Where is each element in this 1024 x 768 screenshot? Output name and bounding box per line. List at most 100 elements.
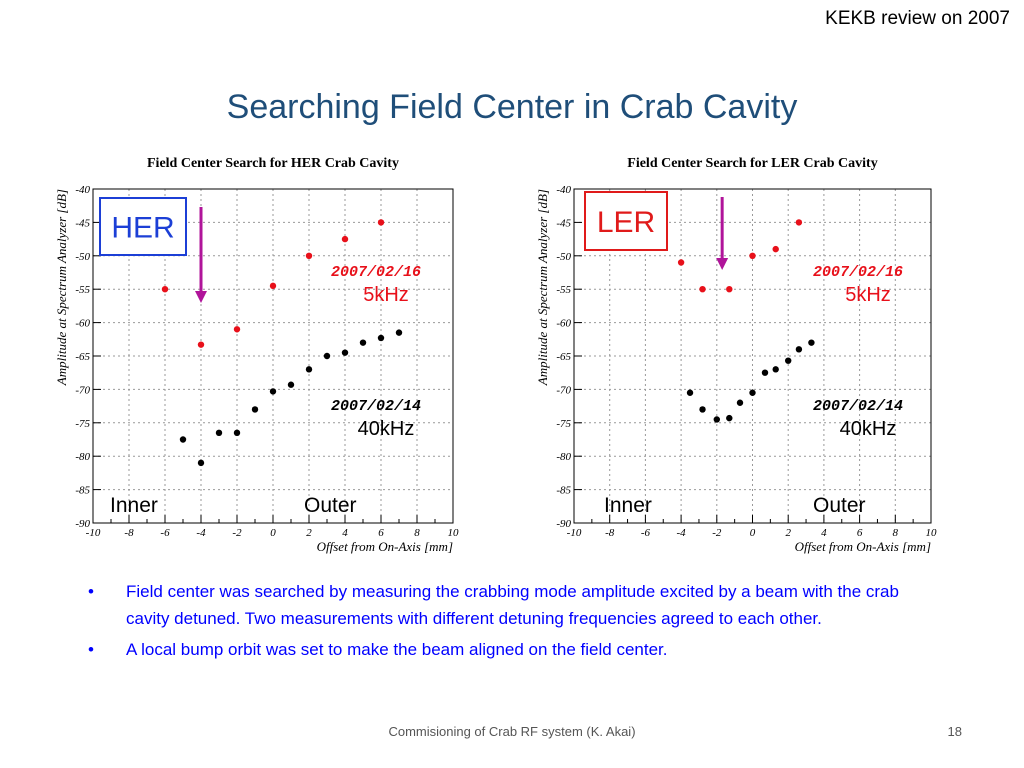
data-point [749,252,756,259]
data-point [161,286,169,293]
x-tick-label: -6 [641,527,651,539]
y-tick-label: -85 [75,485,90,497]
y-tick-label: -65 [75,351,90,363]
data-point [726,414,733,422]
x-tick-label: -2 [232,527,242,539]
chart-box-label: HER [111,212,174,245]
series-date-label: 2007/02/14 [813,398,903,415]
x-tick-label: 0 [270,527,276,539]
bullet-list: • Field center was searched by measuring … [88,578,908,667]
y-tick-label: -55 [75,284,90,296]
y-tick-label: -70 [556,384,571,396]
y-tick-label: -80 [556,451,571,463]
data-point [341,349,349,356]
y-tick-label: -40 [75,184,90,196]
x-tick-label: -2 [712,527,722,539]
data-point [323,352,331,360]
data-point [713,416,720,423]
x-tick-label: 2 [306,527,312,539]
x-tick-label: -8 [124,527,134,539]
chart-title: Field Center Search for HER Crab Cavity [147,156,399,171]
y-tick-label: -55 [556,284,571,296]
x-tick-label: -6 [160,527,170,539]
y-tick-label: -60 [75,318,90,330]
series-date-label: 2007/02/16 [331,264,421,281]
data-point [772,245,779,253]
y-tick-label: -45 [556,217,571,229]
series-freq-label: 5kHz [845,284,891,306]
chart-box-label: LER [597,206,655,239]
arrow-head [195,291,207,303]
data-point [197,459,205,467]
data-point [726,286,733,293]
y-tick-label: -60 [556,318,571,330]
y-tick-label: -85 [556,485,571,497]
inner-label: Inner [110,494,158,517]
her-chart: Field Center Search for HER Crab Cavity -… [54,156,460,554]
x-tick-label: 10 [448,527,460,539]
bullet-text: A local bump orbit was set to make the b… [126,640,668,659]
data-point [269,282,277,290]
data-point [233,326,241,333]
chart-box-label-frame [99,197,187,256]
data-point [699,406,706,413]
data-point [677,259,685,266]
bullet-symbol: • [88,582,94,601]
data-point [215,429,223,437]
bullet-item: • A local bump orbit was set to make the … [88,636,908,663]
data-point [287,381,295,388]
x-tick-label: 6 [857,527,863,539]
y-tick-label: -45 [75,217,90,229]
footer-text: Commisioning of Crab RF system (K. Akai) [388,724,636,739]
x-tick-label: 6 [378,527,384,539]
x-tick-label: 8 [893,527,899,539]
x-axis-label: Offset from On-Axis [mm] [317,539,453,554]
series-freq-label: 40kHz [358,418,415,440]
data-point [736,399,744,406]
data-point [377,219,385,226]
data-point [305,366,313,373]
y-tick-label: -90 [75,518,90,530]
x-axis-label: Offset from On-Axis [mm] [795,539,931,554]
y-axis-label: Amplitude at Spectrum Analyzer [dB] [54,189,69,386]
series-date-label: 2007/02/16 [813,264,903,281]
chart-box-label-frame [584,191,668,251]
y-tick-label: -80 [75,451,90,463]
x-tick-label: 0 [750,527,756,539]
slide-title: Searching Field Center in Crab Cavity [226,88,798,126]
outer-label: Outer [813,494,866,517]
y-tick-label: -40 [556,184,571,196]
data-point [197,341,205,348]
data-point [251,406,259,413]
data-point [395,329,403,336]
data-point [795,219,803,226]
y-tick-label: -65 [556,351,571,363]
x-tick-label: 8 [414,527,420,539]
series-freq-label: 5kHz [363,284,409,306]
bullet-symbol: • [88,640,94,659]
data-point [761,369,769,376]
data-point [269,388,277,395]
data-point [359,339,367,346]
x-tick-label: -10 [86,527,101,539]
x-tick-label: -8 [605,527,615,539]
data-point [377,334,385,342]
outer-label: Outer [304,494,357,517]
x-tick-label: 4 [821,527,827,539]
data-point [305,252,313,259]
y-tick-label: -70 [75,384,90,396]
data-point [686,389,694,396]
data-point [699,286,706,293]
x-tick-label: -4 [196,527,206,539]
y-tick-label: -90 [556,518,571,530]
data-point [179,436,187,443]
ler-chart: Field Center Search for LER Crab Cavity -… [535,156,937,554]
y-tick-label: -50 [556,251,571,263]
x-tick-label: 4 [342,527,348,539]
x-tick-label: -10 [567,527,582,539]
page-number: 18 [947,724,962,739]
data-point [749,389,756,396]
chart-title: Field Center Search for LER Crab Cavity [627,156,877,171]
bullet-item: • Field center was searched by measuring … [88,578,908,632]
data-point [785,357,792,364]
